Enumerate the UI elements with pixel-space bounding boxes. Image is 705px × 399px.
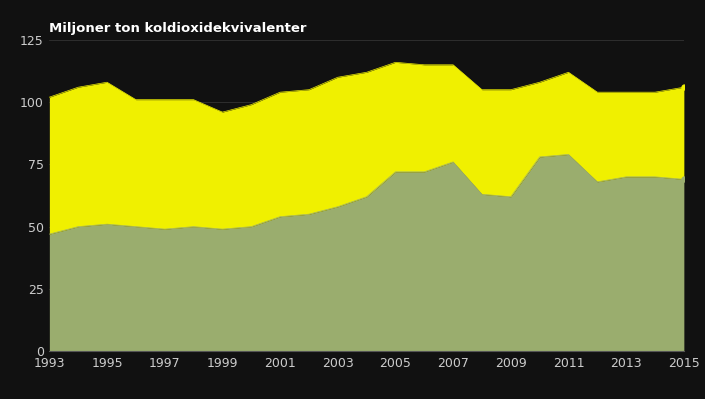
- Text: Miljoner ton koldioxidekvivalenter: Miljoner ton koldioxidekvivalenter: [49, 22, 307, 35]
